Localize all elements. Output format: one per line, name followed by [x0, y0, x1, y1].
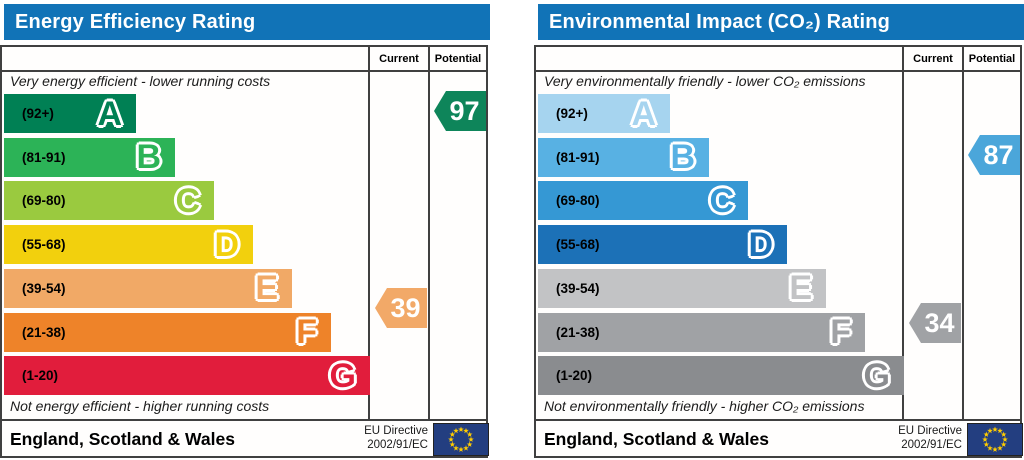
- region-label: England, Scotland & Wales: [544, 428, 769, 449]
- band-b: (81-91) B: [538, 137, 709, 177]
- eu-directive-line1: EU Directive: [364, 425, 428, 437]
- eu-directive-line1: EU Directive: [898, 425, 962, 437]
- band-letter: D: [214, 225, 239, 264]
- band-letter: A: [97, 94, 122, 133]
- potential-column-divider: [428, 45, 430, 420]
- region-label: England, Scotland & Wales: [10, 428, 235, 449]
- potential-column-header: Potential: [968, 52, 1016, 65]
- band-d: (55-68) D: [538, 225, 787, 265]
- band-letter: G: [329, 356, 356, 395]
- potential-column-divider: [962, 45, 964, 420]
- band-g: (1-20) G: [4, 356, 370, 396]
- band-range-label: (1-20): [556, 368, 593, 384]
- band-letter: C: [175, 181, 200, 220]
- band-f: (21-38) F: [4, 312, 331, 352]
- band-e: (39-54) E: [538, 268, 826, 308]
- band-a: (92+) A: [4, 94, 136, 133]
- footer-row-divider: [2, 419, 486, 421]
- band-range-label: (55-68): [22, 237, 66, 253]
- current-rating-pointer: 34: [909, 303, 961, 343]
- band-range-label: (55-68): [556, 237, 600, 253]
- band-letter: G: [863, 356, 890, 395]
- band-g: (1-20) G: [538, 356, 904, 396]
- band-letter: E: [255, 269, 278, 308]
- environmental-impact-panel: Environmental Impact (CO₂) Rating Curren…: [534, 0, 1024, 460]
- band-range-label: (1-20): [22, 368, 59, 384]
- eu-directive-label: EU Directive 2002/91/EC: [870, 424, 962, 452]
- current-column-header: Current: [379, 52, 419, 65]
- current-column-divider: [368, 45, 370, 420]
- band-range-label: (92+): [22, 106, 54, 121]
- band-range-label: (81-91): [556, 149, 600, 165]
- eu-flag-icon: [967, 423, 1023, 456]
- band-c: (69-80) C: [4, 181, 214, 221]
- header-row-divider: [536, 70, 1020, 72]
- environmental-impact-title-bar: Environmental Impact (CO₂) Rating: [538, 4, 1024, 40]
- band-letter: F: [296, 313, 317, 351]
- band-c: (69-80) C: [538, 181, 748, 221]
- eu-flag-icon: [433, 423, 489, 456]
- current-column-header: Current: [913, 52, 953, 65]
- eu-directive-line2: 2002/91/EC: [367, 439, 428, 451]
- potential-rating-pointer: 87: [968, 135, 1020, 175]
- band-b: (81-91) B: [4, 137, 175, 177]
- band-letter: D: [748, 225, 773, 264]
- top-caption: Very energy efficient - lower running co…: [10, 73, 271, 89]
- band-letter: C: [709, 181, 734, 220]
- band-e: (39-54) E: [4, 268, 292, 308]
- band-range-label: (81-91): [22, 149, 66, 165]
- band-range-label: (39-54): [22, 280, 66, 296]
- band-a: (92+) A: [538, 94, 670, 133]
- top-caption: Very environmentally friendly - lower CO…: [544, 73, 866, 89]
- bottom-caption: Not environmentally friendly - higher CO…: [544, 398, 865, 414]
- bottom-caption: Not energy efficient - higher running co…: [10, 398, 270, 414]
- band-range-label: (69-80): [556, 193, 600, 209]
- band-letter: B: [136, 138, 161, 177]
- eu-directive-label: EU Directive 2002/91/EC: [336, 424, 428, 452]
- band-letter: A: [631, 94, 656, 133]
- current-rating-pointer: 39: [375, 288, 427, 328]
- footer-row-divider: [536, 419, 1020, 421]
- current-column-divider: [902, 45, 904, 420]
- eu-directive-line2: 2002/91/EC: [901, 439, 962, 451]
- panel-title: Energy Efficiency Rating: [15, 10, 256, 33]
- panel-title: Environmental Impact (CO₂) Rating: [549, 10, 891, 33]
- band-letter: F: [830, 313, 851, 351]
- header-row-divider: [2, 70, 486, 72]
- energy-efficiency-title-bar: Energy Efficiency Rating: [4, 4, 490, 40]
- energy-efficiency-panel: Energy Efficiency Rating Current Potenti…: [0, 0, 490, 460]
- potential-rating-pointer: 97: [434, 91, 486, 131]
- band-range-label: (92+): [556, 106, 588, 121]
- band-d: (55-68) D: [4, 225, 253, 265]
- band-range-label: (69-80): [22, 193, 66, 209]
- potential-column-header: Potential: [434, 52, 482, 65]
- band-range-label: (21-38): [556, 324, 600, 340]
- band-letter: B: [670, 138, 695, 177]
- band-range-label: (21-38): [22, 324, 66, 340]
- band-range-label: (39-54): [556, 280, 600, 296]
- band-letter: E: [789, 269, 812, 308]
- band-f: (21-38) F: [538, 312, 865, 352]
